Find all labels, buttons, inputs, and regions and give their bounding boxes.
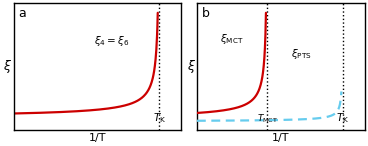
Text: $\xi_{\mathrm{PTS}}$: $\xi_{\mathrm{PTS}}$	[291, 47, 312, 61]
X-axis label: 1/T: 1/T	[89, 133, 106, 142]
Y-axis label: $\xi$: $\xi$	[3, 58, 13, 75]
Text: a: a	[19, 7, 26, 20]
X-axis label: 1/T: 1/T	[272, 133, 290, 142]
Text: $T_{\mathrm{MCT}}$: $T_{\mathrm{MCT}}$	[257, 112, 278, 125]
Text: $T_{\mathrm{K}}$: $T_{\mathrm{K}}$	[153, 111, 166, 125]
Text: b: b	[202, 7, 210, 20]
Text: $T_{\mathrm{K}}$: $T_{\mathrm{K}}$	[336, 111, 349, 125]
Text: $\xi_{\mathrm{MCT}}$: $\xi_{\mathrm{MCT}}$	[220, 32, 244, 46]
Text: $\xi_4 = \xi_6$: $\xi_4 = \xi_6$	[94, 34, 130, 48]
Y-axis label: $\xi$: $\xi$	[187, 58, 196, 75]
